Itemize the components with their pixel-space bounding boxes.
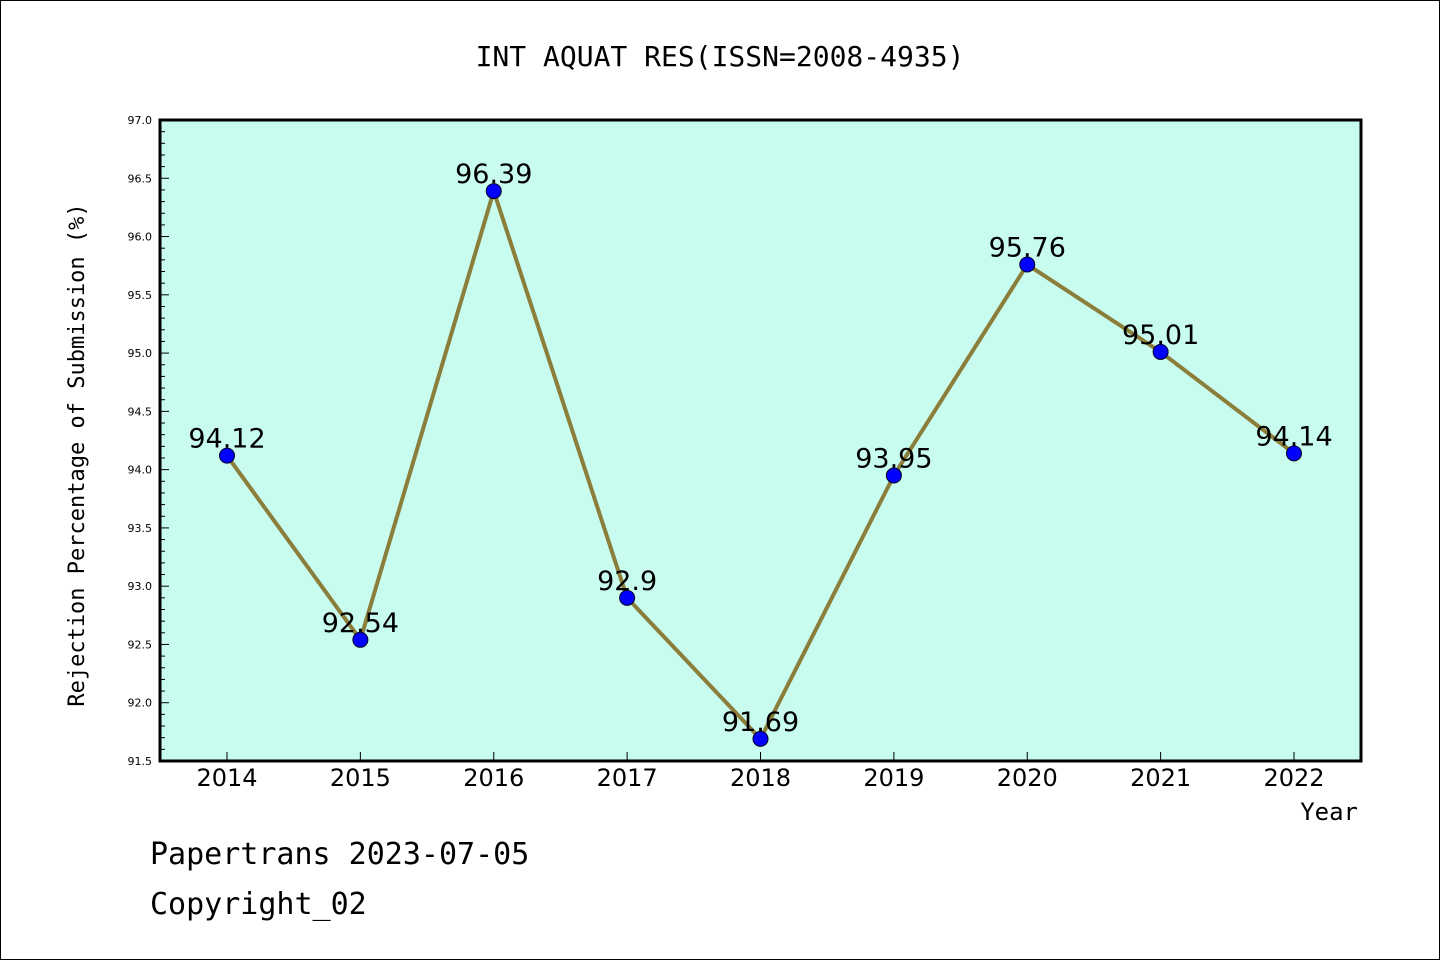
footer-copyright: Copyright_02 <box>150 887 367 922</box>
chart-title: INT AQUAT RES(ISSN=2008-4935) <box>476 40 965 73</box>
x-tick-label: 2022 <box>1263 764 1324 792</box>
data-label: 95.01 <box>1122 320 1199 351</box>
data-label: 92.54 <box>322 608 399 639</box>
y-tick-label: 93.5 <box>128 522 153 535</box>
x-tick-label: 2020 <box>997 764 1058 792</box>
data-labels: 94.12 92.54 96.39 92.9 91.69 93.95 95.76 95.01 9… <box>188 159 1332 738</box>
data-label: 96.39 <box>455 159 532 190</box>
y-tick-label: 96.0 <box>128 231 153 244</box>
y-tick-label: 94.0 <box>128 464 153 477</box>
y-tick-label: 92.0 <box>128 697 153 710</box>
data-point <box>885 467 902 484</box>
x-tick-label: 2017 <box>597 764 658 792</box>
data-label: 91.69 <box>722 707 799 738</box>
y-tick-label: 91.5 <box>128 755 153 768</box>
x-axis-label: Year <box>1300 798 1358 826</box>
y-tick-label: 95.5 <box>128 289 153 302</box>
y-tick-label: 93.0 <box>128 580 153 593</box>
data-label: 94.14 <box>1255 421 1332 452</box>
data-point <box>1286 445 1302 462</box>
data-point <box>352 631 369 648</box>
x-tick-label: 2019 <box>863 764 924 792</box>
x-tick-label: 2014 <box>196 764 257 792</box>
data-point <box>1152 343 1169 360</box>
y-tick-label: 94.5 <box>128 405 153 418</box>
data-point <box>752 730 769 747</box>
data-point <box>1019 256 1036 273</box>
data-label: 93.95 <box>855 443 932 474</box>
data-point <box>219 447 235 464</box>
plot-area <box>158 118 1363 763</box>
x-tick-label: 2021 <box>1130 764 1191 792</box>
data-label: 92.9 <box>597 566 657 597</box>
y-tick-label: 96.5 <box>128 172 153 185</box>
y-tick-label: 92.5 <box>128 638 153 651</box>
y-tick-label: 95.0 <box>128 347 153 360</box>
y-axis-ticks: 91.5 92.0 92.5 93.0 93.5 94.0 94.5 95.0 95.5 96.0… <box>128 114 169 768</box>
footer-date: Papertrans 2023-07-05 <box>150 837 529 872</box>
data-label: 94.12 <box>188 424 265 455</box>
x-tick-label: 2018 <box>730 764 791 792</box>
x-axis-ticks: 2014 2015 2016 2017 2018 2019 2020 2021 2022 <box>196 752 1325 792</box>
y-axis-label: Rejection Percentage of Submission (%) <box>65 203 90 706</box>
y-tick-label: 97.0 <box>128 114 153 127</box>
data-point <box>485 183 502 200</box>
data-label: 95.76 <box>989 233 1066 264</box>
data-point <box>619 589 636 606</box>
x-tick-label: 2016 <box>463 764 524 792</box>
x-tick-label: 2015 <box>330 764 391 792</box>
series-markers <box>219 183 1302 747</box>
